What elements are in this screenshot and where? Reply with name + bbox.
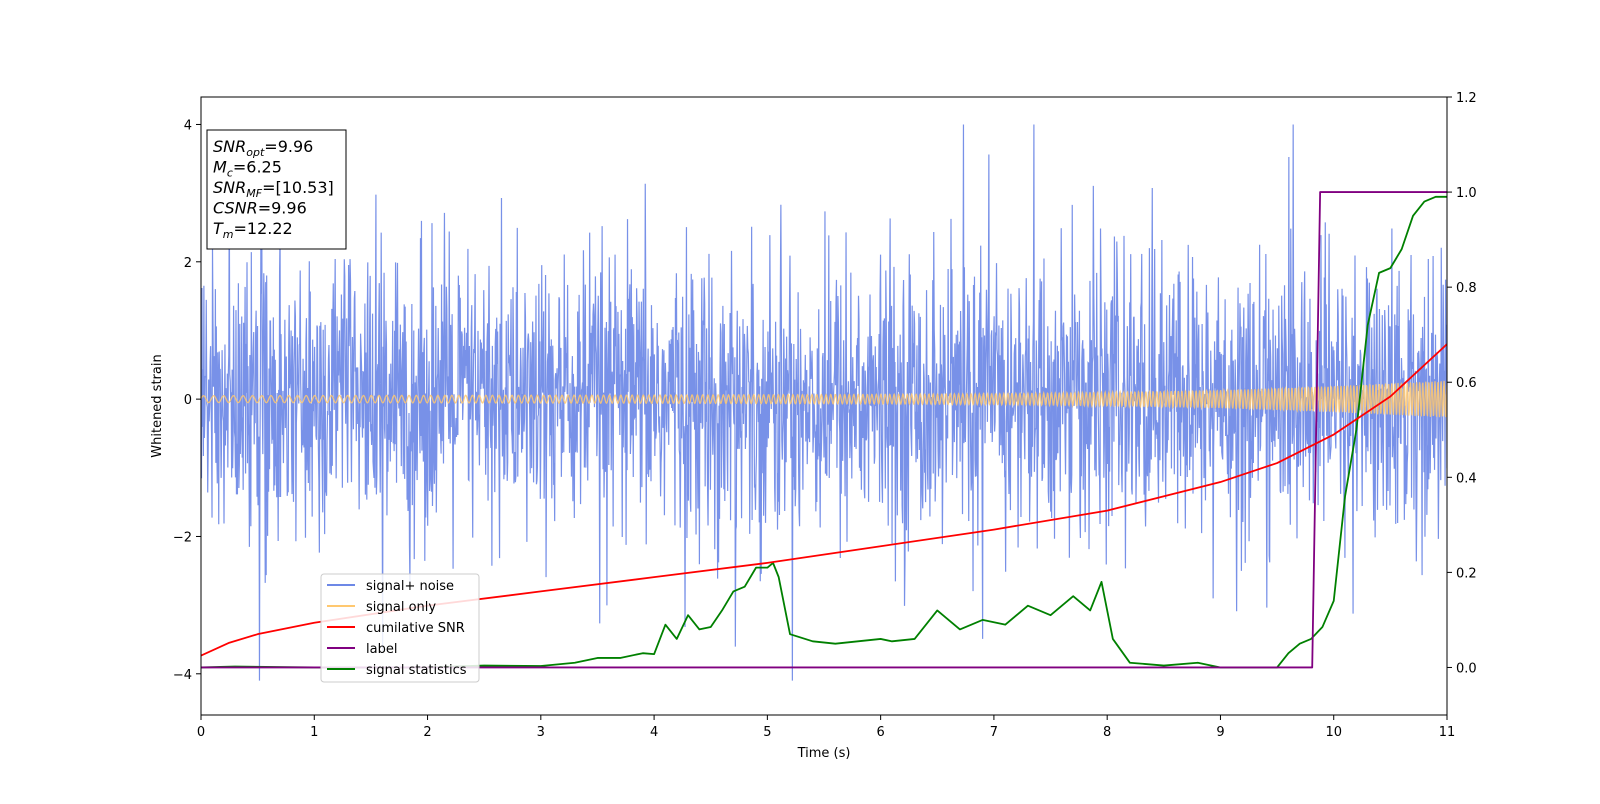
legend-frame <box>320 573 480 683</box>
y-tick-label: −4 <box>173 668 192 683</box>
y-right-tick-label: 0.6 <box>1456 376 1477 391</box>
y-right-tick-label: 0.2 <box>1456 566 1477 581</box>
legend: signal+ noise signal only cumilative SNR la… <box>320 573 480 683</box>
info-box-line: SNRMF=[10.53] <box>213 178 334 200</box>
x-tick-label: 9 <box>1216 725 1224 740</box>
x-tick-label: 7 <box>990 725 998 740</box>
series-label-line <box>201 191 1447 669</box>
info-box-line: Tm=12.22 <box>213 219 293 241</box>
x-tick-label: 2 <box>423 725 431 740</box>
legend-label: signal only <box>366 600 436 615</box>
x-tick-label: 3 <box>537 725 545 740</box>
series-signal-statistics-line <box>201 195 1447 669</box>
y-axis-label: Whitened strain <box>150 354 165 457</box>
y-tick-label: 0 <box>184 393 192 408</box>
y-tick-label: 2 <box>184 256 192 271</box>
x-tick-label: 1 <box>310 725 318 740</box>
series-signal-noise-line <box>201 124 1447 681</box>
x-tick-label: 11 <box>1439 725 1456 740</box>
x-tick-label: 6 <box>876 725 884 740</box>
legend-label: cumilative SNR <box>366 621 465 636</box>
x-tick-label: 5 <box>763 725 771 740</box>
x-tick-label: 10 <box>1325 725 1342 740</box>
series-signal-only-line <box>201 380 1447 418</box>
series-cumulative-snr-line <box>201 343 1447 657</box>
info-box-line: SNRopt=9.96 <box>213 137 313 159</box>
y-right-tick-label: 0.8 <box>1456 281 1477 296</box>
y-right-tick-label: 0.0 <box>1456 661 1477 676</box>
x-tick-label: 4 <box>650 725 658 740</box>
y-tick-label: 4 <box>184 118 192 133</box>
info-box: SNRopt=9.96Mc=6.25SNRMF=[10.53]CSNR=9.96… <box>206 129 347 250</box>
plot-frame <box>200 96 1448 716</box>
x-tick-label: 8 <box>1103 725 1111 740</box>
y-tick-label: −2 <box>173 530 192 545</box>
legend-label: signal+ noise <box>366 579 454 594</box>
info-box-line: Mc=6.25 <box>213 158 282 180</box>
x-axis-label: Time (s) <box>797 746 851 761</box>
y-right-tick-label: 0.4 <box>1456 471 1477 486</box>
info-box-frame <box>206 129 347 250</box>
x-tick-label: 0 <box>197 725 205 740</box>
y-right-tick-label: 1.0 <box>1456 186 1477 201</box>
info-box-line: CSNR=9.96 <box>213 199 307 218</box>
legend-label: label <box>366 642 397 657</box>
legend-label: signal statistics <box>366 663 467 678</box>
y-right-tick-label: 1.2 <box>1456 91 1477 106</box>
